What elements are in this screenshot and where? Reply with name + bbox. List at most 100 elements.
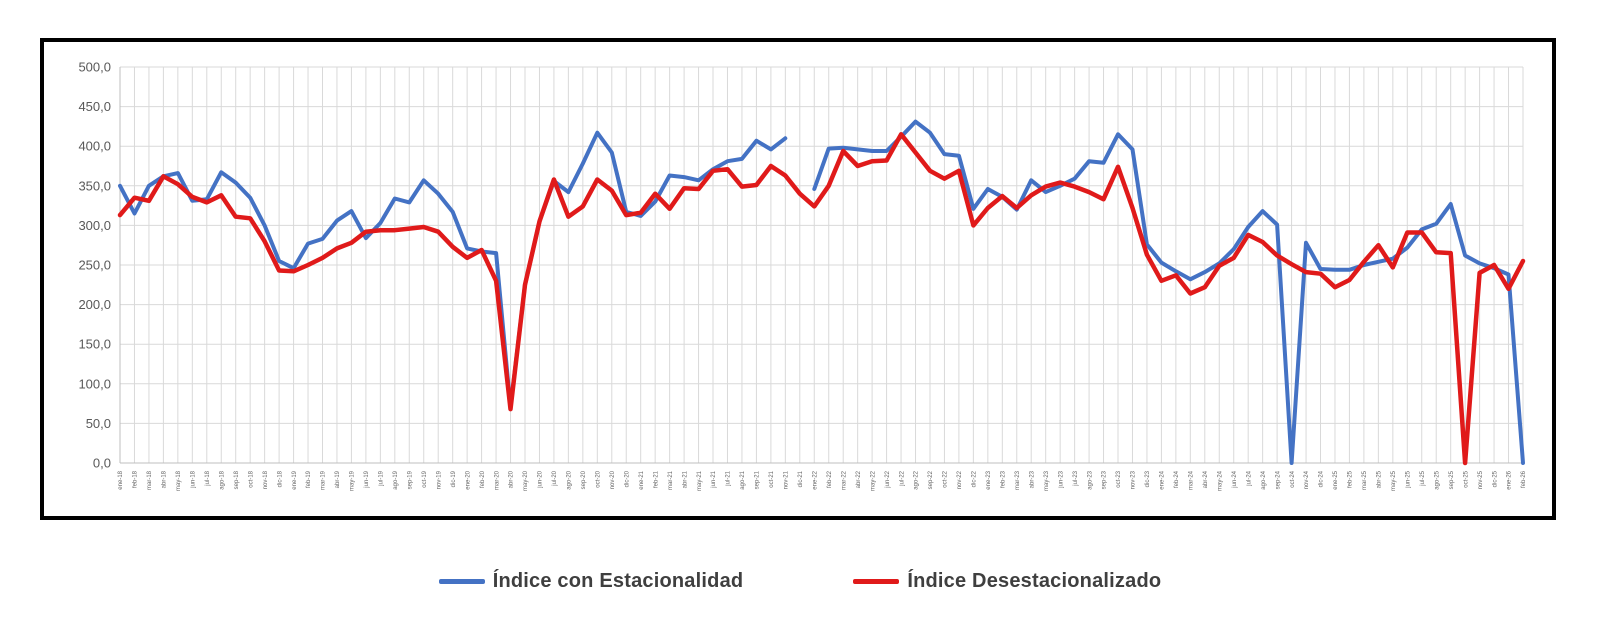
x-tick-label: oct-18 (248, 470, 254, 487)
y-gridlines (120, 66, 1523, 464)
x-tick-label: mar-18 (147, 470, 153, 490)
x-tick-label: ene-22 (812, 470, 818, 489)
x-tick-label: feb-25 (1348, 470, 1354, 488)
x-tick-label: jun-21 (711, 470, 717, 488)
x-tick-label: sep-20 (581, 470, 587, 489)
x-tick-label: mar-21 (668, 470, 674, 490)
x-tick-label: oct-22 (943, 470, 949, 487)
x-tick-label: oct-19 (422, 470, 428, 487)
x-tick-label: ago-22 (914, 470, 920, 489)
x-tick-label: may-23 (1044, 470, 1050, 491)
x-tick-label: abr-18 (162, 470, 168, 488)
x-tick-label: oct-23 (1116, 470, 1122, 487)
x-tick-label: jul-24 (1246, 470, 1252, 486)
x-tick-label: nov-22 (957, 470, 963, 489)
x-tick-label: abr-23 (1029, 470, 1035, 488)
y-tick-label: 0,0 (93, 456, 111, 471)
x-tick-label: feb-23 (1000, 470, 1006, 488)
x-tick-label: sep-24 (1275, 470, 1281, 489)
x-tick-label: jun-18 (191, 470, 197, 488)
x-tick-label: dic-23 (1145, 470, 1151, 487)
x-tick-label: nov-25 (1478, 470, 1484, 489)
x-tick-label: nov-19 (436, 470, 442, 489)
x-tick-label: ene-24 (1160, 470, 1166, 489)
y-tick-label: 200,0 (78, 297, 111, 312)
x-tick-label: oct-25 (1463, 470, 1469, 487)
x-tick-labels: ene-18 feb-18 mar-18 abr-18 may-18 jun-18 jul-… (118, 470, 1527, 491)
x-tick-label: oct-21 (769, 470, 775, 487)
x-tick-label: feb-20 (480, 470, 486, 488)
legend-swatch-blue-line (438, 578, 485, 584)
y-tick-label: 150,0 (78, 337, 111, 352)
y-tick-label: 350,0 (78, 178, 111, 193)
x-tick-label: jul-23 (1073, 470, 1079, 486)
chart-frame: 0,0 50,0 100,0 150,0 200,0 250,0 300,0 350,0 400… (40, 38, 1556, 520)
x-tick-label: dic-20 (624, 470, 630, 487)
x-tick-label: ago-20 (567, 470, 573, 489)
x-tick-label: ene-19 (292, 470, 298, 489)
x-tick-label: jun-19 (364, 470, 370, 488)
x-tick-label: ene-25 (1333, 470, 1339, 489)
x-tick-label: oct-24 (1290, 470, 1296, 487)
x-tick-label: abr-22 (856, 470, 862, 488)
x-tick-label: feb-26 (1521, 470, 1527, 488)
x-tick-label: nov-24 (1304, 470, 1310, 489)
x-tick-label: may-19 (350, 470, 356, 491)
legend-item-indice-desestacionalizado: Índice Desestacionalizado (853, 570, 1161, 593)
x-tick-label: jul-18 (205, 470, 211, 486)
x-tick-label: jul-21 (726, 470, 732, 486)
x-tick-label: sep-22 (928, 470, 934, 489)
x-tick-label: nov-20 (610, 470, 616, 489)
x-tick-label: dic-25 (1492, 470, 1498, 487)
series-line-indice-con-estacionalidad (118, 119, 1525, 465)
x-tick-label: ene-21 (639, 470, 645, 489)
x-tick-label: jul-19 (379, 470, 385, 486)
x-tick-label: may-22 (870, 470, 876, 491)
x-tick-label: jul-20 (552, 470, 558, 486)
y-tick-label: 400,0 (78, 139, 111, 154)
x-tick-label: ago-21 (740, 470, 746, 489)
x-tick-label: may-20 (523, 470, 529, 491)
chart-legend: Índice con Estacionalidad Índice Desesta… (0, 556, 1600, 606)
y-tick-label: 250,0 (78, 258, 111, 273)
x-tick-label: abr-24 (1203, 470, 1209, 488)
x-tick-label: ago-18 (219, 470, 225, 489)
x-tick-label: may-18 (176, 470, 182, 491)
x-tick-label: jun-20 (538, 470, 544, 488)
legend-label-indice-desestacionalizado: Índice Desestacionalizado (907, 569, 1162, 592)
x-tick-label: dic-19 (451, 470, 457, 487)
x-tick-label: feb-21 (653, 470, 659, 488)
x-tick-label: abr-19 (335, 470, 341, 488)
x-tick-label: mar-24 (1189, 470, 1195, 490)
x-tick-label: ene-26 (1507, 470, 1513, 489)
x-tick-label: jun-25 (1405, 470, 1411, 488)
x-tick-label: nov-18 (263, 470, 269, 489)
x-tick-label: sep-25 (1449, 470, 1455, 489)
x-tick-label: ene-18 (118, 470, 124, 489)
x-tick-label: abr-20 (509, 470, 515, 488)
x-tick-label: sep-23 (1102, 470, 1108, 489)
x-tick-label: feb-19 (306, 470, 312, 488)
x-tick-label: nov-23 (1131, 470, 1137, 489)
x-tick-label: jun-24 (1232, 470, 1238, 488)
x-tick-label: dic-24 (1319, 470, 1325, 487)
legend-swatch-red-line (853, 578, 900, 584)
x-tick-label: abr-25 (1377, 470, 1383, 488)
series-line-indice-desestacionalizado (117, 132, 1526, 466)
x-tick-label: jul-25 (1420, 470, 1426, 486)
legend-label-indice-con-estacionalidad: Índice con Estacionalidad (492, 569, 744, 592)
x-tick-label: feb-18 (133, 470, 139, 488)
x-tick-label: abr-21 (682, 470, 688, 488)
x-tick-label: may-24 (1217, 470, 1223, 491)
x-tick-label: jun-23 (1058, 470, 1064, 488)
x-tick-label: jul-22 (899, 470, 905, 486)
y-tick-label: 50,0 (86, 416, 111, 431)
x-tick-label: ene-20 (465, 470, 471, 489)
x-tick-label: mar-22 (841, 470, 847, 490)
x-tick-label: dic-18 (277, 470, 283, 487)
x-tick-label: ago-25 (1434, 470, 1440, 489)
x-tick-label: sep-19 (407, 470, 413, 489)
x-tick-label: may-21 (697, 470, 703, 491)
y-tick-label: 500,0 (78, 60, 111, 75)
x-tick-label: dic-22 (972, 470, 978, 487)
